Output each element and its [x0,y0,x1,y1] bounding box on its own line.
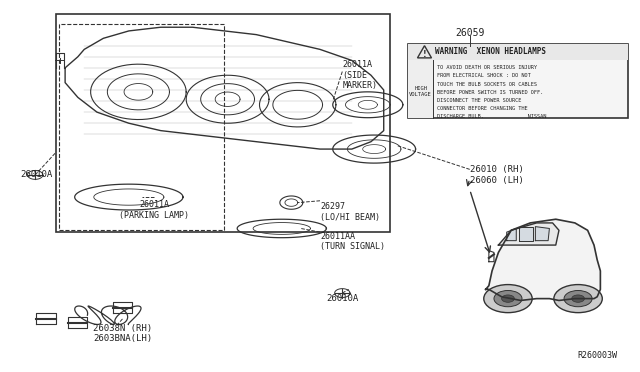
Text: WARNING  XENON HEADLAMPS: WARNING XENON HEADLAMPS [435,48,546,57]
Text: DISCONNECT THE POWER SOURCE: DISCONNECT THE POWER SOURCE [436,98,521,103]
Polygon shape [486,219,600,301]
Bar [408,61,433,118]
Text: TO AVOID DEATH OR SERIOUS INJURY: TO AVOID DEATH OR SERIOUS INJURY [436,65,536,70]
Bar [59,23,225,230]
Bar [408,44,628,118]
Circle shape [564,291,592,307]
Text: !: ! [422,50,426,59]
Text: 26010 (RH)
26060 (LH): 26010 (RH) 26060 (LH) [470,165,524,185]
Text: CONNECTOR BEFORE CHANGING THE: CONNECTOR BEFORE CHANGING THE [436,106,527,111]
Bar [408,44,628,61]
Text: 26059: 26059 [455,28,484,38]
Circle shape [502,295,515,302]
Circle shape [494,291,522,307]
Text: 26010A: 26010A [326,294,358,303]
Bar [56,14,390,232]
Text: 26038N (RH)
2603BNA(LH): 26038N (RH) 2603BNA(LH) [93,324,152,343]
Text: 26011A
(SIDE
MARKER): 26011A (SIDE MARKER) [342,60,378,90]
Text: FROM ELECTRICAL SHOCK : DO NOT: FROM ELECTRICAL SHOCK : DO NOT [436,73,531,78]
Text: DISCHARGE BULB.              NISSAN: DISCHARGE BULB. NISSAN [436,114,546,119]
Polygon shape [519,227,534,241]
Polygon shape [499,223,559,245]
Circle shape [484,285,532,312]
Text: BEFORE POWER SWITCH IS TURNED OFF.: BEFORE POWER SWITCH IS TURNED OFF. [436,90,543,94]
Polygon shape [507,228,516,241]
Polygon shape [536,227,549,241]
Text: 26011A
(PARKING LAMP): 26011A (PARKING LAMP) [119,200,189,220]
Text: 26010A: 26010A [20,170,52,179]
Text: TOUCH THE BULB SOCKETS OR CABLES: TOUCH THE BULB SOCKETS OR CABLES [436,81,536,87]
Text: HIGH
VOLTAGE: HIGH VOLTAGE [410,86,432,97]
Text: 26011AA
(TURN SIGNAL): 26011AA (TURN SIGNAL) [320,232,385,251]
Text: R260003W: R260003W [577,351,617,360]
Circle shape [572,295,584,302]
Text: 26297
(LO/HI BEAM): 26297 (LO/HI BEAM) [320,202,380,222]
Circle shape [554,285,602,312]
